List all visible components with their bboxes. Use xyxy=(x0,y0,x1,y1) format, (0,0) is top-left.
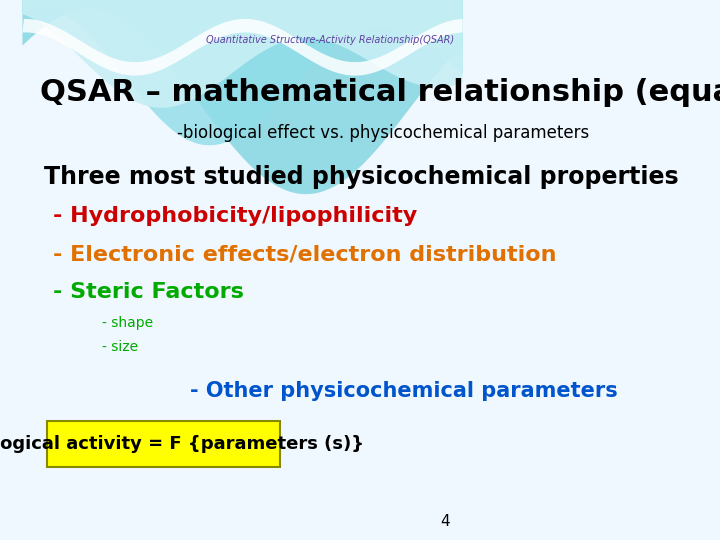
Text: QSAR – mathematical relationship (equations): QSAR – mathematical relationship (equati… xyxy=(40,78,720,107)
Text: -biological effect vs. physicochemical parameters: -biological effect vs. physicochemical p… xyxy=(176,124,589,142)
Text: - Steric Factors: - Steric Factors xyxy=(53,282,244,302)
Text: Three most studied physicochemical properties: Three most studied physicochemical prope… xyxy=(45,165,679,188)
Text: Quantitative Structure-Activity Relationship(QSAR): Quantitative Structure-Activity Relation… xyxy=(206,35,454,45)
Text: 4: 4 xyxy=(440,514,449,529)
FancyBboxPatch shape xyxy=(47,421,280,467)
PathPatch shape xyxy=(22,19,463,76)
Text: - Electronic effects/electron distribution: - Electronic effects/electron distributi… xyxy=(53,244,557,264)
Text: - shape: - shape xyxy=(102,316,153,330)
PathPatch shape xyxy=(22,0,463,145)
PathPatch shape xyxy=(22,0,463,194)
Text: - Hydrophobicity/lipophilicity: - Hydrophobicity/lipophilicity xyxy=(53,206,418,226)
Text: - Other physicochemical parameters: - Other physicochemical parameters xyxy=(190,381,618,401)
Text: Biological activity = F {parameters (s)}: Biological activity = F {parameters (s)} xyxy=(0,435,364,453)
PathPatch shape xyxy=(22,0,463,108)
Text: - size: - size xyxy=(102,340,138,354)
